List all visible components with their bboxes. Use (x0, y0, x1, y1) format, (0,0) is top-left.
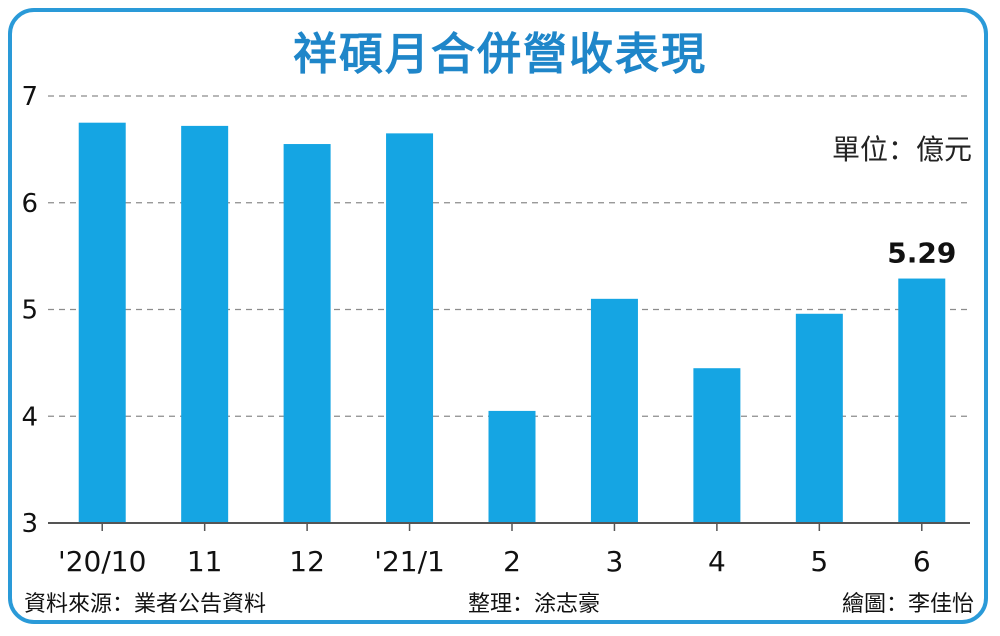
x-tick-label: '20/10 (58, 545, 146, 578)
y-tick-label: 7 (21, 82, 38, 112)
x-tick-label: '21/1 (374, 545, 445, 578)
x-tick-label: 5 (810, 545, 828, 578)
bars (78, 122, 946, 524)
unit-label: 單位：億元 (831, 133, 972, 166)
x-tick-label: 4 (708, 545, 726, 578)
x-tick-label: 12 (289, 545, 325, 578)
x-tick-label: 6 (913, 545, 931, 578)
y-tick-label: 3 (21, 509, 38, 539)
bar (590, 298, 638, 523)
x-tick-label: 3 (606, 545, 624, 578)
bar (488, 410, 536, 523)
y-tick-label: 6 (21, 189, 38, 219)
x-tick-labels: '20/10 11 12 '21/1 2 3 4 5 6 (58, 523, 931, 578)
bar (78, 122, 126, 523)
bar (181, 125, 229, 523)
data-labels: 5.29 (887, 237, 956, 270)
y-tick-label: 4 (21, 402, 38, 432)
editor-credit: 整理：涂志豪 (468, 592, 601, 617)
bar (386, 133, 434, 524)
x-tick-label: 11 (187, 545, 223, 578)
x-tick-label: 2 (503, 545, 521, 578)
bar (283, 144, 331, 523)
data-label: 5.29 (887, 237, 956, 270)
illustrator-credit: 繪圖：李佳怡 (841, 592, 974, 617)
bar (898, 278, 946, 523)
y-tick-label: 5 (21, 296, 38, 326)
y-tick-labels: 3 4 5 6 7 (21, 82, 38, 539)
bar (795, 313, 843, 523)
bar (693, 368, 741, 523)
chart-title: 祥碩月合併營收表現 (293, 29, 707, 80)
source-note: 資料來源：業者公告資料 (24, 592, 267, 617)
